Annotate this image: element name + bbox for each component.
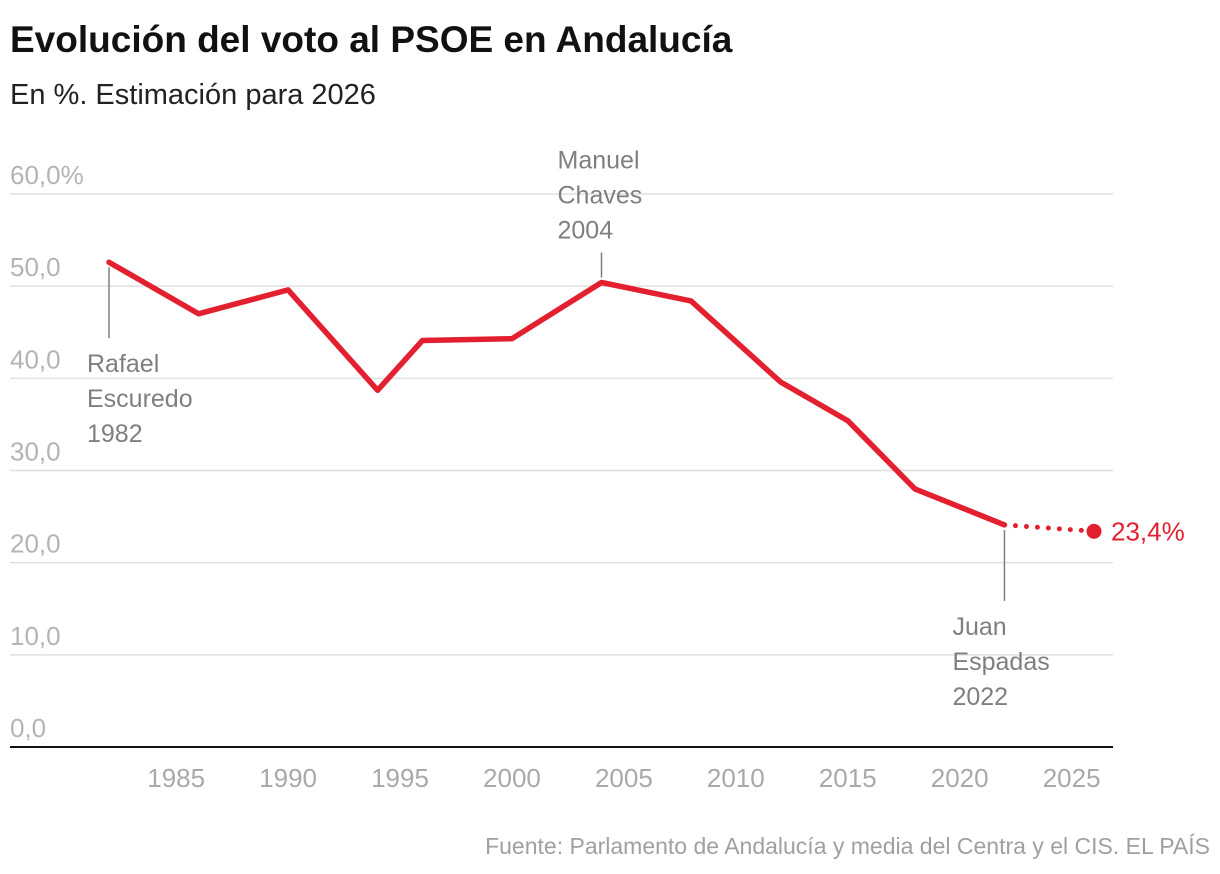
y-tick-label: 50,0	[10, 252, 61, 282]
y-tick-label: 30,0	[10, 437, 61, 467]
x-tick-label: 1990	[259, 763, 317, 793]
annotation-text: Juan	[952, 613, 1006, 641]
y-axis-ticks: 0,0 10,0 20,0 30,0 40,0 50,0 60,0%	[10, 160, 84, 743]
gridlines	[10, 193, 1113, 748]
x-tick-label: 2000	[483, 763, 541, 793]
projection-point	[1086, 523, 1102, 539]
annotation-text: 1982	[87, 420, 143, 448]
chart-title: Evolución del voto al PSOE en Andalucía	[10, 19, 733, 60]
annotation-text: 2022	[952, 683, 1008, 711]
x-tick-label: 2005	[595, 763, 653, 793]
x-axis-ticks: 1985 1990 1995 2000 2005 2010 2015 2020 2025	[147, 763, 1100, 793]
x-tick-label: 2010	[707, 763, 765, 793]
source-note: Fuente: Parlamento de Andalucía y media …	[485, 833, 1210, 859]
series: 23,4%	[106, 259, 1185, 546]
x-tick-label: 2015	[819, 763, 877, 793]
projection-line	[1002, 522, 1097, 534]
y-tick-label: 20,0	[10, 529, 61, 559]
x-tick-label: 2025	[1043, 763, 1101, 793]
y-tick-label: 10,0	[10, 621, 61, 651]
annotation-text: Manuel	[558, 146, 640, 174]
annotation-text: 2004	[558, 216, 614, 244]
x-tick-label: 1995	[371, 763, 429, 793]
y-tick-label: 40,0	[10, 344, 61, 374]
x-tick-label: 2020	[931, 763, 989, 793]
annotation-text: Rafael	[87, 350, 159, 378]
y-tick-label: 0,0	[10, 713, 46, 743]
y-tick-label: 60,0%	[10, 160, 84, 190]
vote-share-line	[106, 259, 1008, 528]
x-tick-label: 1985	[147, 763, 205, 793]
projection-value-label: 23,4%	[1111, 516, 1185, 546]
annotation-text: Espadas	[952, 648, 1049, 676]
annotations: Rafael Escuredo 1982 Manuel Chaves 2004 Juan Es…	[87, 146, 1050, 710]
chart-subtitle: En %. Estimación para 2026	[10, 79, 376, 111]
annotation-text: Chaves	[558, 181, 643, 209]
annotation-text: Escuredo	[87, 385, 193, 413]
